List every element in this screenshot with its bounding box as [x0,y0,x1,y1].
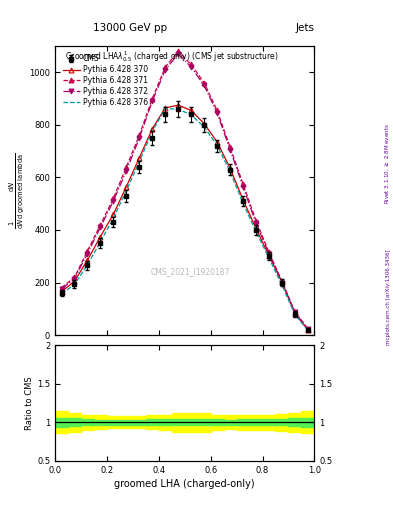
Pythia 6.428 376 [215,142,220,148]
Pythia 6.428 371 [163,64,168,70]
Pythia 6.428 372 [306,326,310,332]
Pythia 6.428 371 [176,48,181,54]
Pythia 6.428 376 [124,187,129,194]
Line: Pythia 6.428 376: Pythia 6.428 376 [62,109,308,330]
Pythia 6.428 371 [215,108,220,114]
Pythia 6.428 371 [150,96,155,102]
Pythia 6.428 372 [72,275,77,282]
Pythia 6.428 370 [280,279,285,285]
Pythia 6.428 370 [176,102,181,108]
Pythia 6.428 372 [111,198,116,204]
Pythia 6.428 376 [85,262,90,268]
Pythia 6.428 370 [72,278,77,284]
Pythia 6.428 376 [241,200,246,206]
Pythia 6.428 376 [150,129,155,135]
Pythia 6.428 372 [241,184,246,190]
Pythia 6.428 371 [202,80,207,86]
Pythia 6.428 372 [293,309,298,315]
Pythia 6.428 376 [163,105,168,112]
Pythia 6.428 372 [254,220,259,226]
Pythia 6.428 372 [202,82,207,89]
Line: Pythia 6.428 372: Pythia 6.428 372 [59,52,310,331]
Pythia 6.428 371 [85,248,90,254]
Pythia 6.428 372 [124,168,129,174]
Pythia 6.428 372 [98,224,103,230]
Pythia 6.428 376 [98,239,103,245]
Pythia 6.428 371 [228,144,233,151]
Pythia 6.428 371 [306,326,310,332]
Line: Pythia 6.428 370: Pythia 6.428 370 [59,103,310,332]
Pythia 6.428 370 [124,184,129,190]
Text: Rivet 3.1.10, $\geq$ 2.8M events: Rivet 3.1.10, $\geq$ 2.8M events [384,123,391,204]
Pythia 6.428 376 [72,282,77,288]
Pythia 6.428 372 [228,147,233,153]
Pythia 6.428 372 [176,51,181,57]
Pythia 6.428 370 [254,226,259,232]
Pythia 6.428 372 [280,280,285,286]
Pythia 6.428 376 [189,112,194,118]
Pythia 6.428 372 [85,250,90,257]
Pythia 6.428 370 [228,165,233,172]
Pythia 6.428 376 [59,290,64,296]
Pythia 6.428 370 [241,197,246,203]
Text: Groomed LHA$\lambda^1_{0.5}$ (charged only) (CMS jet substructure): Groomed LHA$\lambda^1_{0.5}$ (charged on… [65,49,279,64]
Pythia 6.428 370 [137,155,142,161]
Y-axis label: $\frac{1}{\mathrm{d}N}\frac{\mathrm{d}N}{\mathrm{d}\,\mathrm{groomed\ lambda}}$: $\frac{1}{\mathrm{d}N}\frac{\mathrm{d}N}… [7,152,26,229]
Pythia 6.428 376 [306,327,310,333]
Pythia 6.428 370 [306,327,310,333]
Text: CMS_2021_I1920187: CMS_2021_I1920187 [150,267,230,276]
Pythia 6.428 371 [267,249,272,255]
Pythia 6.428 371 [59,285,64,291]
Legend: CMS, Pythia 6.428 370, Pythia 6.428 371, Pythia 6.428 372, Pythia 6.428 376: CMS, Pythia 6.428 370, Pythia 6.428 371,… [61,53,149,109]
Pythia 6.428 376 [228,168,233,175]
Pythia 6.428 376 [254,229,259,235]
Pythia 6.428 376 [137,159,142,165]
Pythia 6.428 370 [111,211,116,217]
Pythia 6.428 371 [241,181,246,187]
Pythia 6.428 371 [189,61,194,68]
Pythia 6.428 376 [280,282,285,288]
Pythia 6.428 376 [293,311,298,317]
Pythia 6.428 371 [98,222,103,228]
Pythia 6.428 370 [267,252,272,259]
Pythia 6.428 376 [111,215,116,221]
X-axis label: groomed LHA (charged-only): groomed LHA (charged-only) [114,479,255,489]
Y-axis label: Ratio to CMS: Ratio to CMS [25,376,34,430]
Pythia 6.428 372 [163,67,168,73]
Pythia 6.428 370 [202,120,207,126]
Pythia 6.428 372 [215,110,220,116]
Pythia 6.428 371 [124,164,129,170]
Pythia 6.428 372 [267,250,272,257]
Line: Pythia 6.428 371: Pythia 6.428 371 [59,49,310,331]
Pythia 6.428 371 [254,218,259,224]
Pythia 6.428 371 [280,278,285,284]
Pythia 6.428 376 [176,106,181,112]
Pythia 6.428 370 [215,139,220,145]
Pythia 6.428 371 [72,274,77,281]
Pythia 6.428 372 [59,286,64,292]
Text: 13000 GeV pp: 13000 GeV pp [93,23,167,33]
Pythia 6.428 370 [293,310,298,316]
Pythia 6.428 371 [111,196,116,202]
Pythia 6.428 371 [293,309,298,315]
Text: Jets: Jets [296,23,314,33]
Pythia 6.428 371 [137,132,142,138]
Pythia 6.428 372 [150,98,155,104]
Pythia 6.428 370 [163,105,168,111]
Pythia 6.428 376 [202,124,207,130]
Pythia 6.428 370 [98,233,103,240]
Pythia 6.428 376 [267,255,272,261]
Text: mcplots.cern.ch [arXiv:1306.3436]: mcplots.cern.ch [arXiv:1306.3436] [386,249,391,345]
Pythia 6.428 370 [85,257,90,263]
Pythia 6.428 370 [189,108,194,114]
Pythia 6.428 372 [137,135,142,141]
Pythia 6.428 370 [59,289,64,295]
Pythia 6.428 370 [150,126,155,132]
Pythia 6.428 372 [189,64,194,70]
